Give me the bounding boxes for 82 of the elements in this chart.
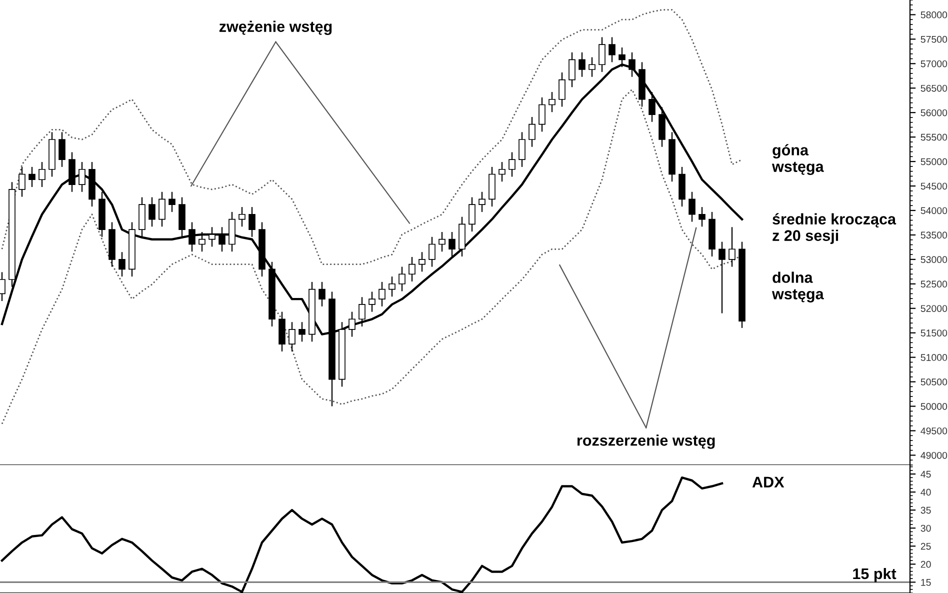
y-tick-label: 50000 — [920, 402, 948, 410]
candlestick — [318, 281, 326, 307]
candlestick — [148, 196, 156, 228]
candlestick — [568, 52, 576, 88]
candlestick — [358, 296, 366, 328]
candlestick — [468, 196, 476, 232]
series-label: góna wstęga — [772, 144, 824, 176]
y-tick-label: 54500 — [920, 182, 948, 190]
candlestick — [298, 322, 306, 342]
candlestick — [598, 36, 606, 73]
y-tick-label: 57000 — [920, 60, 948, 68]
y-tick-label: 57500 — [920, 36, 948, 43]
line-series — [1, 9, 743, 266]
y-tick-label: 55500 — [920, 134, 948, 141]
y-tick-label: 56500 — [920, 84, 948, 92]
text: średnie krocząca z 20 sesji — [772, 213, 896, 244]
candlestick — [38, 161, 46, 188]
candlestick — [208, 226, 216, 248]
y-tick-label: 55000 — [920, 158, 948, 166]
ref-line-label: 15 pkt — [853, 568, 896, 582]
candlestick — [238, 206, 246, 228]
candlestick — [28, 166, 36, 188]
y-tick-label: 58000 — [920, 11, 948, 18]
candlestick — [168, 191, 176, 212]
candlestick — [498, 161, 506, 182]
candlestick — [538, 96, 546, 132]
candlestick — [218, 226, 226, 252]
candlestick — [388, 276, 396, 298]
candlestick — [548, 91, 556, 113]
y-tick-label: 49500 — [920, 427, 948, 434]
candlestick — [58, 132, 66, 168]
candlestick — [0, 272, 6, 302]
candlestick — [418, 252, 426, 272]
y-tick-label: 35 — [920, 506, 931, 514]
y-tick-label: 53500 — [920, 232, 948, 239]
candlestick — [608, 36, 616, 63]
y-tick-label: 52000 — [920, 305, 948, 312]
candlestick — [688, 191, 696, 222]
series-label: ADX — [752, 476, 784, 488]
y-tick-label: 25 — [920, 542, 931, 550]
y-tick-label: 45 — [920, 470, 931, 478]
candlestick — [578, 52, 586, 78]
candlestick — [78, 161, 86, 192]
annotation: rozszerzenie wstęg — [577, 434, 715, 449]
candlestick — [438, 231, 446, 252]
candlestick — [248, 206, 256, 238]
candlestick — [698, 206, 706, 228]
candlestick — [448, 231, 456, 258]
y-tick-label: 52500 — [920, 280, 948, 288]
candlestick — [198, 231, 206, 252]
candlestick — [508, 152, 516, 178]
candlestick — [478, 191, 486, 212]
candlestick — [188, 222, 196, 252]
candlestick — [648, 91, 656, 122]
y-tick-label: 53000 — [920, 256, 948, 264]
candlestick — [428, 236, 436, 268]
candlestick — [368, 291, 376, 312]
y-tick-label: 54000 — [920, 207, 948, 214]
candlestick — [118, 252, 126, 278]
candlestick — [408, 256, 416, 282]
candlestick — [728, 226, 736, 268]
candlestick — [588, 56, 596, 78]
y-tick-label: 49000 — [920, 452, 948, 459]
candlestick — [398, 266, 406, 292]
y-tick-label: 30 — [920, 524, 931, 532]
candlestick — [718, 241, 726, 314]
y-tick-label: 51000 — [920, 354, 948, 361]
candlestick — [558, 72, 566, 108]
annotation: zwężenie wstęg — [219, 20, 332, 36]
y-tick-label: 15 — [921, 579, 931, 586]
y-tick-label: 56000 — [920, 109, 948, 116]
candlestick — [378, 281, 386, 307]
candlestick — [158, 191, 166, 228]
y-tick-label: 51500 — [920, 330, 948, 336]
candlestick — [18, 166, 26, 198]
candlestick — [528, 116, 536, 148]
y-tick-label: 40 — [920, 488, 931, 496]
candlestick — [288, 322, 296, 352]
y-tick-label: 20 — [920, 560, 931, 568]
text: dolna wstęga — [772, 272, 824, 302]
candlestick — [518, 132, 526, 168]
y-tick-label: 50500 — [920, 378, 948, 386]
